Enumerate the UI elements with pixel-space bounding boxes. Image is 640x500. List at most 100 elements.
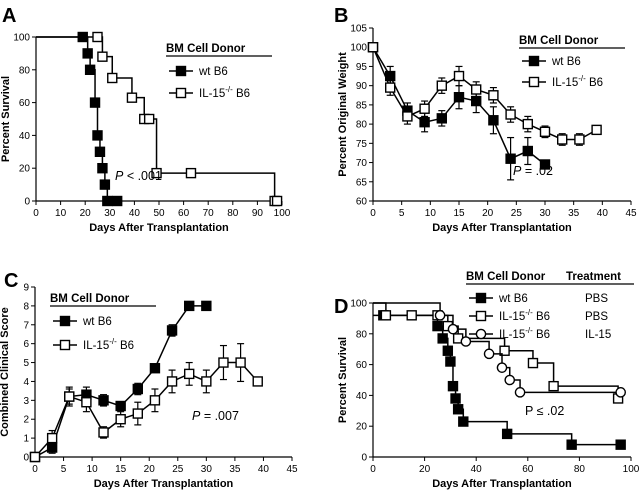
data-point [98,395,109,406]
data-point [496,362,508,373]
data-point [271,195,283,207]
legend-name: IL-15 [83,340,109,352]
legend: BM Cell Donor Treatment wt B6 PBS IL-15-/- B… [466,271,634,341]
legend-name: IL-15 [552,77,578,89]
data-point [615,387,626,398]
data-point [149,363,161,374]
p-value-text: = .02 [521,164,553,178]
legend-treatment: IL-15 [585,329,611,341]
legend-suffix: B6 [533,311,550,323]
x-axis-label: Days After Transplantation [94,478,234,490]
legend-treatment: PBS [585,311,608,323]
data-point [488,115,499,126]
data-point [566,439,577,450]
chart-panel-b: B 60 65 70 75 80 85 90 95 100 105 0 5 10 15 20 25 30 35 40 4… [334,5,637,234]
x-tick-label: 0 [370,208,376,219]
data-point [447,380,459,392]
x-tick-label: 20 [419,464,431,475]
data-point [419,103,430,114]
y-tick-label: 60 [19,98,31,109]
legend-suffix: B6 [533,329,550,341]
data-point [505,153,516,164]
legend-title: BM Cell Donor [519,35,599,47]
panel-letter: B [334,5,348,27]
data-point [107,72,118,84]
x-tick-label: 25 [172,464,184,475]
data-point [501,428,513,440]
data-point [218,357,229,368]
x-tick-label: 10 [87,464,99,475]
data-point [436,113,447,124]
data-point [447,323,459,335]
data-point [453,91,465,103]
data-point [548,380,559,392]
data-point [126,92,138,103]
legend-title-treatment: Treatment [566,271,621,283]
legend-swatch-marker [475,292,487,304]
panel-letter: C [4,270,18,292]
data-point [557,134,568,145]
data-point [574,134,585,145]
data-point [505,109,516,120]
y-tick-label: 9 [23,283,29,294]
legend-label: IL-15-/- B6 [83,337,134,352]
legend-name: wt B6 [498,293,528,305]
p-symbol: P [513,164,522,178]
data-point [252,376,263,387]
x-tick-label: 10 [425,208,437,219]
y-tick-label: 65 [356,177,368,188]
data-point [98,427,109,438]
series-2 [367,42,602,146]
legend-name: IL-15 [499,329,525,341]
legend: BM Cell Donor wt B6 IL-15-/- B6 [50,293,156,352]
x-tick-label: 20 [482,208,494,219]
x-tick-label: 50 [153,208,165,219]
legend-name: wt B6 [551,56,581,68]
data-point [92,130,103,141]
data-point [488,90,499,101]
y-tick-label: 60 [356,197,368,208]
p-value-annotation: P = .02 [513,164,553,178]
y-tick-label: 40 [356,391,368,402]
legend-title: BM Cell Donor [166,43,246,55]
legend-label: IL-15-/- B6 [499,308,550,323]
data-point [201,300,212,312]
series-2 [36,31,283,207]
y-axis-label: Percent Survival [0,76,12,162]
y-tick-label: 5 [23,358,29,369]
data-point [29,451,41,463]
x-tick-label: 40 [258,464,270,475]
series-3 [373,302,626,398]
data-point [149,395,161,406]
x-tick-label: 80 [227,208,239,219]
data-point [460,336,472,347]
series-line [36,36,278,202]
y-axis-label: Percent Survival [337,337,349,423]
p-value-text: P ≤ .02 [525,404,564,418]
p-value-annotation: P = .007 [192,409,239,423]
data-point [84,64,96,76]
data-point [539,126,551,138]
data-point [99,179,111,190]
y-tick-label: 6 [23,339,29,350]
legend-title: BM Cell Donor [466,271,546,283]
series-1 [367,42,551,181]
data-point [453,70,465,82]
series-line [373,314,621,446]
y-tick-label: 20 [356,422,368,433]
legend-name: IL-15 [499,311,525,323]
data-point [97,51,108,62]
legend-treatment: PBS [585,293,608,305]
x-tick-label: 0 [370,464,376,475]
x-tick-label: 10 [55,208,67,219]
legend-swatch-marker [475,310,487,322]
legend-label: IL-15-/- B6 [552,74,603,89]
series-2 [29,343,263,463]
x-tick-label: 0 [33,208,39,219]
data-point [81,397,92,408]
data-point [115,400,126,412]
y-tick-label: 75 [356,139,368,150]
chart-panel-a: A 0 20 40 60 80 100 0 10 20 30 40 50 60 70 80 90 100 Days … [0,5,291,234]
y-axis-label: Percent Original Weight [337,52,349,177]
data-point [132,383,144,395]
